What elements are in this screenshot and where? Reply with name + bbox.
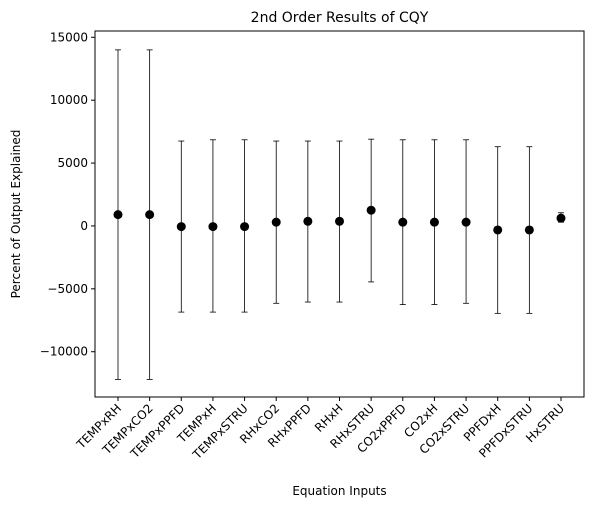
data-point — [398, 217, 408, 227]
data-marks — [113, 49, 566, 380]
x-axis: TEMPxRHTEMPxCO2TEMPxPPFDTEMPxHTEMPxSTRUR… — [73, 397, 567, 463]
y-axis: −10000 −5000 0 5000 10000 15000 — [40, 30, 95, 359]
data-point — [176, 222, 186, 232]
y-tick-label: −5000 — [47, 282, 88, 296]
chart-title: 2nd Order Results of CQY — [251, 10, 429, 26]
data-point — [271, 217, 281, 227]
y-tick-label: 5000 — [57, 156, 88, 170]
data-point — [303, 216, 313, 226]
data-point — [493, 225, 503, 235]
data-point — [556, 213, 566, 223]
data-point — [429, 217, 439, 227]
data-point — [113, 210, 123, 220]
data-point — [366, 205, 376, 215]
data-point — [208, 222, 218, 232]
data-point — [524, 225, 534, 235]
y-tick-label: 15000 — [50, 30, 88, 44]
data-point — [335, 216, 344, 226]
data-point — [145, 210, 155, 220]
y-axis-label: Percent of Output Explained — [9, 130, 23, 299]
x-axis-label: Equation Inputs — [292, 484, 386, 498]
data-point — [461, 217, 471, 227]
y-tick-label: 0 — [80, 219, 88, 233]
y-tick-label: −10000 — [40, 345, 88, 359]
y-tick-label: 10000 — [50, 93, 88, 107]
data-point — [240, 222, 250, 232]
